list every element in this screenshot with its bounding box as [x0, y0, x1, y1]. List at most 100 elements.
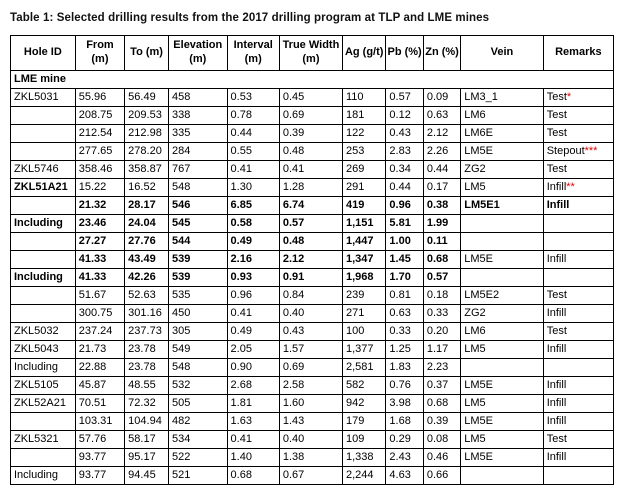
cell-pb: 5.81	[385, 214, 424, 233]
cell-vein	[460, 232, 544, 251]
cell-interval: 0.96	[226, 286, 280, 305]
cell-elev: 546	[167, 196, 228, 215]
cell-elev: 284	[167, 142, 228, 161]
cell-pb: 0.81	[385, 286, 424, 305]
cell-elev: 544	[167, 232, 228, 251]
cell-interval: 0.90	[226, 358, 280, 377]
cell-ag: 253	[341, 142, 387, 161]
cell-hole: ZKL5043	[10, 340, 76, 359]
cell-tw: 0.39	[278, 124, 343, 143]
cell-remark: Infill	[542, 304, 615, 323]
cell-hole: Including	[10, 268, 76, 287]
cell-to: 27.76	[124, 232, 169, 251]
cell-to: 23.78	[124, 358, 169, 377]
cell-remark	[542, 214, 615, 233]
cell-zn: 0.37	[422, 376, 462, 395]
cell-to: 42.26	[124, 268, 169, 287]
cell-elev: 549	[167, 340, 228, 359]
cell-to: 43.49	[124, 250, 169, 269]
column-header: Interval (m)	[226, 35, 280, 71]
cell-interval: 0.68	[226, 466, 280, 485]
cell-from: 27.27	[74, 232, 126, 251]
cell-pb: 1.70	[385, 268, 424, 287]
cell-interval: 1.40	[226, 448, 280, 467]
cell-remark: Test	[542, 124, 615, 143]
cell-pb: 1.45	[385, 250, 424, 269]
cell-zn: 0.09	[422, 88, 462, 107]
cell-ag: 419	[341, 196, 387, 215]
cell-zn: 2.23	[422, 358, 462, 377]
cell-to: 16.52	[124, 178, 169, 197]
cell-from: 22.88	[74, 358, 126, 377]
cell-tw: 2.58	[278, 376, 343, 395]
cell-to: 212.98	[124, 124, 169, 143]
cell-remark: Test	[542, 106, 615, 125]
cell-from: 237.24	[74, 322, 126, 341]
cell-to: 301.16	[124, 304, 169, 323]
cell-ag: 179	[341, 412, 387, 431]
cell-tw: 0.48	[278, 232, 343, 251]
cell-to: 209.53	[124, 106, 169, 125]
cell-hole: ZKL5746	[10, 160, 76, 179]
cell-to: 94.45	[124, 466, 169, 485]
cell-to: 104.94	[124, 412, 169, 431]
cell-hole: ZKL5321	[10, 430, 76, 449]
cell-vein: LM5	[460, 394, 544, 413]
table-row: ZKL5746 358.46 358.87 767 0.41 0.41 269 0.34 0.4…	[10, 160, 615, 179]
cell-vein: ZG2	[460, 160, 544, 179]
cell-vein: LM6	[460, 322, 544, 341]
cell-elev: 338	[167, 106, 228, 125]
cell-zn: 0.08	[422, 430, 462, 449]
cell-tw: 0.48	[278, 142, 343, 161]
table-row: 212.54 212.98 335 0.44 0.39 122 0.43 2.12 LM6E Te…	[10, 124, 615, 143]
cell-pb: 1.00	[385, 232, 424, 251]
cell-vein: LM6E	[460, 124, 544, 143]
cell-hole	[10, 232, 76, 251]
cell-to: 237.73	[124, 322, 169, 341]
cell-from: 208.75	[74, 106, 126, 125]
cell-ag: 2,244	[341, 466, 387, 485]
table-row: 208.75 209.53 338 0.78 0.69 181 0.12 0.63 LM6 Tes…	[10, 106, 615, 125]
cell-zn: 0.38	[422, 196, 462, 215]
cell-pb: 0.44	[385, 178, 424, 197]
cell-tw: 0.41	[278, 160, 343, 179]
cell-zn: 0.17	[422, 178, 462, 197]
cell-from: 21.73	[74, 340, 126, 359]
cell-remark: Infill**	[542, 178, 615, 197]
cell-ag: 269	[341, 160, 387, 179]
cell-ag: 109	[341, 430, 387, 449]
cell-vein: LM5E1	[460, 196, 544, 215]
cell-zn: 0.44	[422, 160, 462, 179]
cell-ag: 1,347	[341, 250, 387, 269]
table-row: Including 93.77 94.45 521 0.68 0.67 2,244 4.63 0…	[10, 466, 615, 485]
cell-tw: 0.67	[278, 466, 343, 485]
cell-interval: 0.53	[226, 88, 280, 107]
cell-from: 358.46	[74, 160, 126, 179]
cell-interval: 2.68	[226, 376, 280, 395]
cell-from: 300.75	[74, 304, 126, 323]
cell-pb: 1.68	[385, 412, 424, 431]
cell-hole	[10, 286, 76, 305]
column-header: To (m)	[124, 35, 169, 71]
cell-from: 103.31	[74, 412, 126, 431]
cell-remark: Stepout***	[542, 142, 615, 161]
column-header: From (m)	[74, 35, 126, 71]
cell-from: 212.54	[74, 124, 126, 143]
cell-remark: Infill	[542, 196, 615, 215]
cell-pb: 2.83	[385, 142, 424, 161]
cell-vein: LM5E	[460, 142, 544, 161]
cell-zn: 0.11	[422, 232, 462, 251]
cell-from: 23.46	[74, 214, 126, 233]
column-header: Hole ID	[10, 35, 76, 71]
column-header: True Width (m)	[278, 35, 343, 71]
cell-from: 93.77	[74, 448, 126, 467]
table-row: ZKL51A21 15.22 16.52 548 1.30 1.28 291 0.44 0.17…	[10, 178, 615, 197]
cell-to: 358.87	[124, 160, 169, 179]
cell-remark: Test*	[542, 88, 615, 107]
cell-interval: 1.81	[226, 394, 280, 413]
table-row: 103.31 104.94 482 1.63 1.43 179 1.68 0.39 LM5E In…	[10, 412, 615, 431]
cell-from: 55.96	[74, 88, 126, 107]
cell-remark	[542, 232, 615, 251]
cell-remark: Infill	[542, 340, 615, 359]
